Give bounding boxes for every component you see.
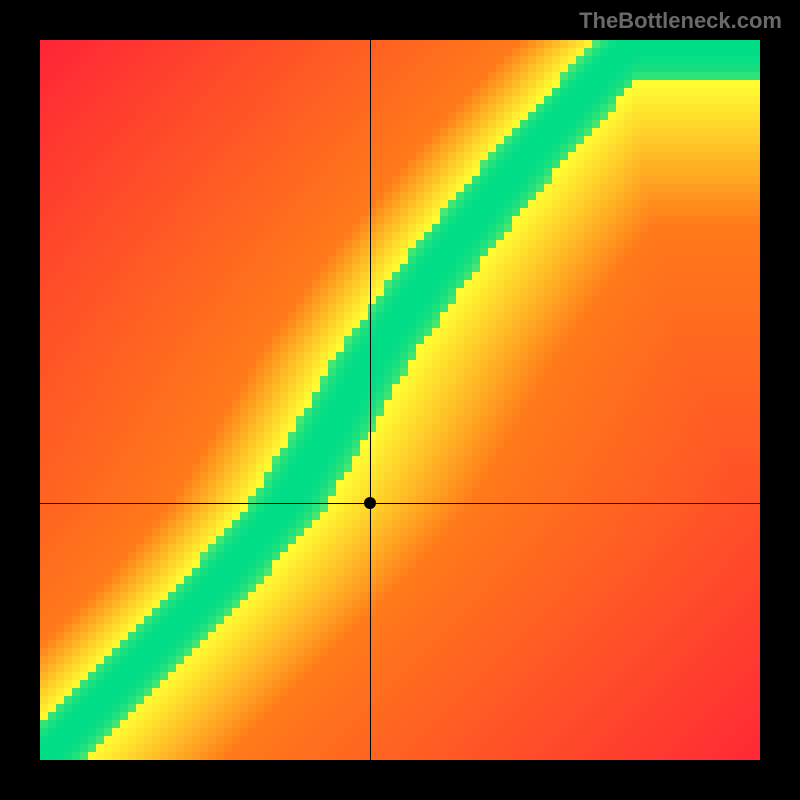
crosshair-horizontal xyxy=(40,503,760,504)
crosshair-marker-dot xyxy=(364,497,376,509)
heatmap-canvas xyxy=(40,40,760,760)
crosshair-vertical xyxy=(370,40,371,760)
watermark-text: TheBottleneck.com xyxy=(579,8,782,34)
heatmap-plot xyxy=(40,40,760,760)
